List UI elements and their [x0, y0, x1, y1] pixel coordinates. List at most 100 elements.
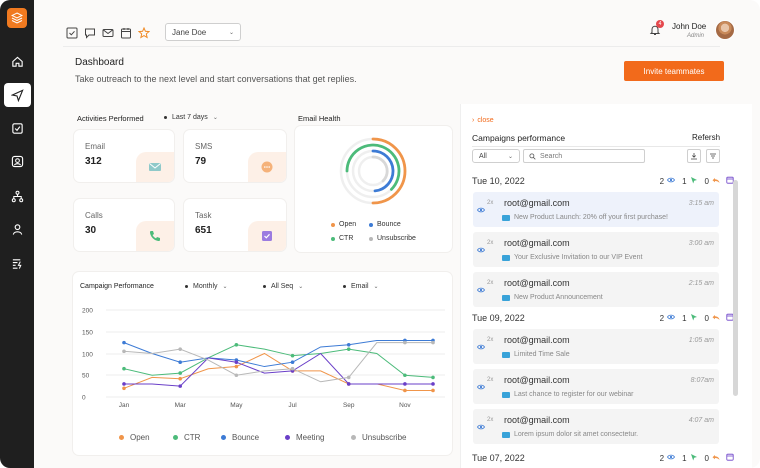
- channel-select[interactable]: Email ⌄: [343, 283, 379, 290]
- avatar[interactable]: [715, 20, 735, 40]
- series-point-meeting: [431, 382, 435, 386]
- close-label: close: [477, 117, 494, 124]
- stat-label: Task: [195, 211, 212, 220]
- day-date: Tue 07, 2022: [472, 453, 525, 463]
- y-tick-label: 0: [82, 395, 86, 402]
- eye-icon: [667, 176, 676, 186]
- series-line-bounce: [123, 339, 433, 368]
- mail-subject: Last chance to register for our webinar: [514, 391, 634, 398]
- stat-card-email[interactable]: Email 312: [74, 130, 174, 182]
- user-role: Admin: [687, 33, 705, 39]
- legend-bounce-label: Bounce: [377, 221, 401, 228]
- eye-icon: [477, 338, 485, 350]
- stat-card-task[interactable]: Task 651: [184, 199, 286, 251]
- activities-label: Activities Performed: [77, 114, 144, 123]
- mail-item[interactable]: 2x root@gmail.com 8:07am Last chance to reg…: [473, 369, 719, 404]
- campaign-chart-card: Campaign Performance Monthly ⌄ All Seq ⌄…: [73, 272, 452, 455]
- day-date: Tue 09, 2022: [472, 313, 525, 323]
- eye-icon: [477, 378, 485, 390]
- y-tick-label: 50: [82, 373, 90, 380]
- stat-card-calls[interactable]: Calls 30: [74, 199, 174, 251]
- refresh-link[interactable]: Refersh: [692, 133, 721, 142]
- mail-item[interactable]: 2x root@gmail.com 3:15 am New Product Launc…: [473, 192, 719, 227]
- legend-label: CTR: [184, 433, 201, 442]
- mail-from: root@gmail.com: [504, 415, 570, 425]
- mail-item[interactable]: 2x root@gmail.com 3:00 am Your Exclusive In…: [473, 232, 719, 267]
- series-line-unsubscribe: [123, 342, 433, 383]
- send-icon[interactable]: [4, 83, 31, 107]
- calendar-icon[interactable]: [726, 453, 734, 463]
- x-tick-label: May: [230, 402, 243, 409]
- legend-dot: [369, 236, 373, 241]
- feed-scrollbar[interactable]: [733, 180, 738, 396]
- mail-from: root@gmail.com: [504, 335, 570, 345]
- search-input[interactable]: Search: [523, 149, 645, 163]
- stat-card-sms[interactable]: SMS 79: [184, 130, 286, 182]
- bell-icon[interactable]: [649, 24, 661, 36]
- cursor-icon: [690, 313, 698, 323]
- star-icon[interactable]: [137, 26, 151, 39]
- mail-item[interactable]: 2x root@gmail.com 1:05 am Limited Time Sale: [473, 329, 719, 364]
- notification-badge: 4: [656, 20, 664, 28]
- series-point-meeting: [346, 382, 351, 386]
- activities-range-select[interactable]: Last 7 days ⌄: [164, 114, 218, 121]
- x-tick-label: Sep: [343, 402, 355, 409]
- sequence-value: All Seq: [271, 283, 294, 290]
- sequence-select[interactable]: All Seq ⌄: [263, 283, 303, 290]
- home-icon[interactable]: [6, 50, 28, 72]
- download-button[interactable]: [687, 149, 701, 163]
- legend-ctr: CTR: [331, 235, 353, 242]
- calendar-icon[interactable]: [120, 26, 132, 39]
- period-select[interactable]: Monthly ⌄: [185, 283, 228, 290]
- cursor-icon: [690, 453, 698, 463]
- series-line-ctr: [123, 344, 434, 378]
- series-point-open: [431, 388, 435, 393]
- invite-teammates-button[interactable]: Invite teammates: [624, 61, 724, 81]
- mail-subject: Limited Time Sale: [514, 351, 570, 358]
- campaigns-panel: › close Campaigns performance Refersh Al…: [460, 104, 752, 468]
- user-select-value: Jane Doe: [172, 27, 207, 37]
- mail-from: root@gmail.com: [504, 278, 570, 288]
- bullet-icon: [343, 285, 346, 288]
- mail-subject: Lorem ipsum dolor sit amet consectetur.: [514, 431, 639, 438]
- filter-select[interactable]: All ⌄: [472, 149, 520, 163]
- legend-unsubscribe: Unsubscribe: [369, 235, 416, 242]
- filter-button[interactable]: [706, 149, 720, 163]
- series-point-bounce: [122, 340, 126, 345]
- series-point-unsubscribe: [403, 340, 407, 345]
- ctr-ring: [345, 143, 401, 191]
- mail-from: root@gmail.com: [504, 198, 570, 208]
- sms-icon: [248, 152, 286, 182]
- checkbox-icon[interactable]: [66, 26, 78, 39]
- series-point-ctr: [290, 353, 295, 358]
- user-select[interactable]: Jane Doe ⌄: [165, 23, 241, 41]
- mail-item[interactable]: 2x root@gmail.com 2:15 am New Product Annou…: [473, 272, 719, 307]
- chevron-down-icon: ⌄: [222, 284, 228, 290]
- mail-icon[interactable]: [102, 26, 114, 38]
- unsubscribe-ring: [371, 155, 389, 183]
- network-icon[interactable]: [6, 185, 28, 207]
- mail-item[interactable]: 2x root@gmail.com 4:07 am Lorem ipsum dolor…: [473, 409, 719, 444]
- close-link[interactable]: › close: [472, 117, 494, 124]
- legend-dot: [119, 435, 124, 440]
- series-point-bounce: [290, 360, 295, 364]
- bullet-icon: [164, 116, 167, 119]
- legend-open-label: Open: [339, 221, 357, 228]
- views-count: 2: [659, 313, 665, 323]
- contact-icon[interactable]: [6, 150, 28, 172]
- checkbox-icon[interactable]: [6, 117, 28, 139]
- series-point-ctr: [178, 371, 182, 375]
- mail-subject: Your Exclusive Invitation to our VIP Eve…: [514, 254, 643, 261]
- user-icon[interactable]: [6, 218, 28, 240]
- series-point-unsubscribe: [290, 366, 295, 371]
- envelope-icon: [502, 352, 510, 358]
- logo-icon[interactable]: [7, 8, 27, 28]
- legend-dot: [369, 222, 373, 227]
- eye-icon: [477, 281, 485, 293]
- send-count: 2x: [487, 240, 494, 246]
- chat-icon[interactable]: [84, 26, 96, 39]
- mail-time: 3:15 am: [688, 200, 714, 207]
- series-point-ctr: [122, 366, 126, 371]
- x-tick-label: Jan: [119, 402, 130, 409]
- sequence-icon[interactable]: [6, 252, 28, 274]
